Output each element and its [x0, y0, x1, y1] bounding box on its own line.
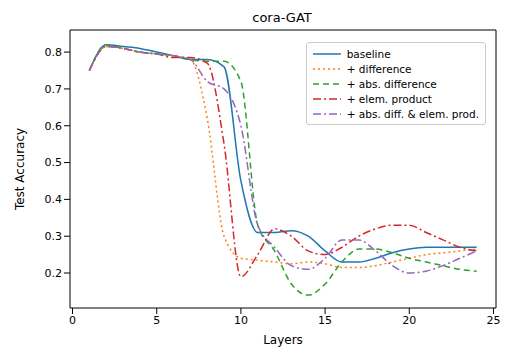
svg-text:25: 25 [486, 314, 500, 327]
svg-text:0.6: 0.6 [45, 120, 63, 133]
html-text:+ elem. product: + elem. product [346, 92, 432, 105]
svg-text:0: 0 [69, 314, 76, 327]
html-text:baseline: baseline [346, 47, 391, 60]
svg-text:20: 20 [402, 314, 416, 327]
svg-text:0.5: 0.5 [45, 156, 63, 169]
svg-text:Test Accuracy: Test Accuracy [13, 128, 27, 211]
html-text:cora-GAT: cora-GAT [252, 10, 312, 25]
svg-text:10: 10 [234, 314, 248, 327]
svg-text:5: 5 [153, 314, 160, 327]
svg-text:0.7: 0.7 [45, 83, 63, 96]
svg-text:15: 15 [318, 314, 332, 327]
html-text:+ difference: + difference [346, 62, 412, 75]
svg-text:0.8: 0.8 [45, 46, 63, 59]
svg-text:0.3: 0.3 [45, 230, 63, 243]
svg-text:0.4: 0.4 [45, 193, 63, 206]
html-text:+ abs. difference: + abs. difference [346, 77, 437, 90]
svg-text:Layers: Layers [263, 333, 303, 347]
svg-text:0.2: 0.2 [45, 267, 63, 280]
html-text:+ abs. diff. & elem. prod.: + abs. diff. & elem. prod. [346, 107, 479, 120]
